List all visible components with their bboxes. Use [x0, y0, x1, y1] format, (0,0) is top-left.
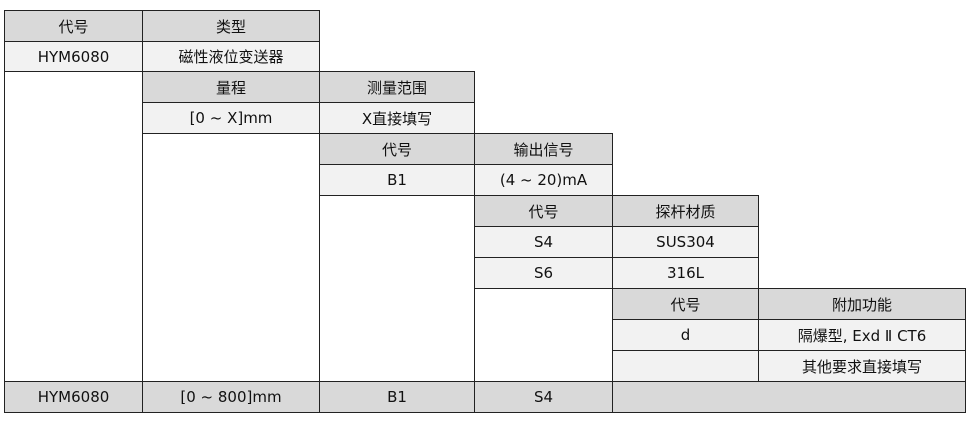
model-code-header: 代号 [4, 10, 143, 42]
blank-cell [142, 133, 320, 382]
extra-function-header: 附加功能 [758, 288, 966, 320]
probe-code: S6 [474, 257, 613, 289]
example-model: HYM6080 [4, 381, 143, 413]
example-extra [612, 381, 966, 413]
probe-material-header: 探杆材质 [612, 195, 759, 227]
blank-cell [474, 288, 613, 382]
probe-material: 316L [612, 257, 759, 289]
measure-header: 测量范围 [319, 71, 475, 103]
measure-value: X直接填写 [319, 102, 475, 134]
extra-function: 隔爆型, Exd Ⅱ CT6 [758, 319, 966, 351]
extra-function: 其他要求直接填写 [758, 350, 966, 382]
example-output: B1 [319, 381, 475, 413]
probe-code: S4 [474, 226, 613, 258]
extra-code: d [612, 319, 759, 351]
example-probe: S4 [474, 381, 613, 413]
output-code: B1 [319, 164, 475, 196]
example-range: [0 ~ 800]mm [142, 381, 320, 413]
extra-code-header: 代号 [612, 288, 759, 320]
model-type-header: 类型 [142, 10, 320, 42]
blank-cell [4, 71, 143, 382]
model-type: 磁性液位变送器 [142, 41, 320, 72]
output-header: 输出信号 [474, 133, 613, 165]
extra-code [612, 350, 759, 382]
range-value: [0 ~ X]mm [142, 102, 320, 134]
output-code-header: 代号 [319, 133, 475, 165]
model-code: HYM6080 [4, 41, 143, 72]
blank-cell [319, 195, 475, 382]
probe-code-header: 代号 [474, 195, 613, 227]
probe-material: SUS304 [612, 226, 759, 258]
output-value: (4 ~ 20)mA [474, 164, 613, 196]
range-header: 量程 [142, 71, 320, 103]
